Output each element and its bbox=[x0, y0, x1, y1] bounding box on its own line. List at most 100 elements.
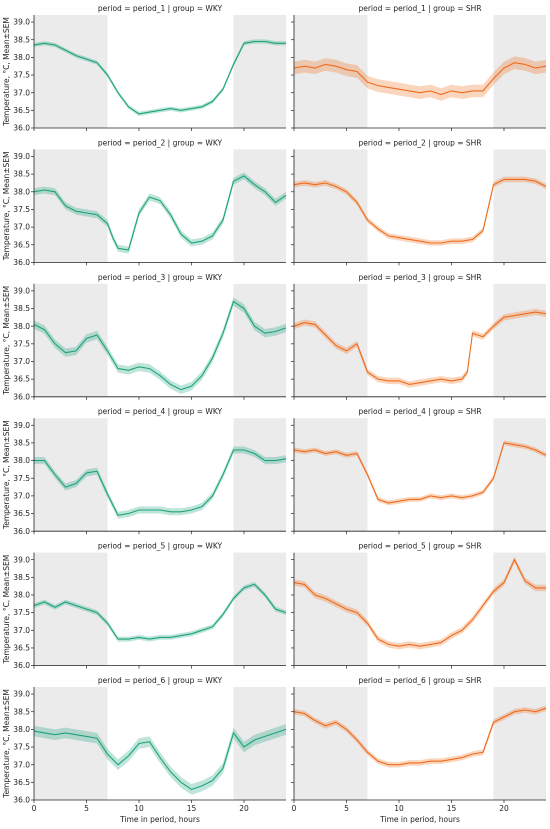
sem-band bbox=[34, 724, 286, 795]
panel-title: period = period_4 | group = WKY bbox=[98, 407, 223, 416]
panel-title: period = period_1 | group = WKY bbox=[98, 4, 223, 13]
y-tick-label: 36.5 bbox=[13, 644, 30, 653]
x-tick-label: 10 bbox=[134, 804, 144, 813]
panel-title: period = period_5 | group = WKY bbox=[98, 542, 223, 551]
mean-line bbox=[293, 442, 547, 504]
panel-title: period = period_5 | group = SHR bbox=[358, 542, 481, 551]
panel-title: period = period_3 | group = WKY bbox=[98, 273, 223, 282]
facet-panel-3: 36.0 36.5 37.0 37.5 38.0 38.5 39.0 period = per… bbox=[2, 138, 287, 267]
y-tick-label: 36.0 bbox=[13, 392, 30, 401]
panel-title: period = period_2 | group = SHR bbox=[358, 138, 481, 147]
y-tick-label: 37.0 bbox=[13, 223, 30, 232]
y-tick-label: 39.0 bbox=[13, 286, 30, 295]
mean-line bbox=[34, 449, 287, 516]
facet-panel-1: 36.0 36.5 37.0 37.5 38.0 38.5 39.0 period = per… bbox=[2, 4, 286, 133]
y-tick-label: 36.0 bbox=[13, 661, 30, 670]
sem-band bbox=[294, 56, 546, 101]
x-axis-label: Time in period, hours bbox=[119, 815, 200, 824]
y-tick-label: 39.0 bbox=[13, 152, 30, 161]
facet-panel-9: 36.0 36.5 37.0 37.5 38.0 38.5 39.0 period = per… bbox=[2, 542, 287, 670]
dark-phase-shade bbox=[294, 149, 368, 263]
x-tick-label: 20 bbox=[239, 804, 249, 813]
dark-phase-shade bbox=[233, 283, 286, 397]
dark-phase-shade bbox=[233, 552, 286, 666]
y-tick-label: 36.5 bbox=[13, 778, 30, 787]
y-tick-label: 38.0 bbox=[13, 322, 30, 331]
y-tick-label: 39.0 bbox=[13, 421, 30, 430]
facet-panel-5: 36.0 36.5 37.0 37.5 38.0 38.5 39.0 period = per… bbox=[2, 273, 287, 401]
dark-phase-shade bbox=[233, 418, 286, 532]
mean-line bbox=[293, 178, 547, 244]
dark-phase-shade bbox=[493, 15, 546, 128]
facet-panel-6: period = period_3 | group = SHR bbox=[291, 273, 547, 400]
dark-phase-shade bbox=[233, 687, 286, 800]
x-tick-label: 15 bbox=[447, 804, 457, 813]
y-tick-label: 38.0 bbox=[13, 456, 30, 465]
mean-line bbox=[293, 62, 547, 96]
dark-phase-shade bbox=[34, 552, 108, 666]
y-tick-label: 37.0 bbox=[13, 626, 30, 635]
y-tick-label: 37.5 bbox=[13, 608, 30, 617]
sem-band bbox=[34, 297, 286, 394]
y-tick-label: 36.5 bbox=[13, 375, 30, 384]
y-axis-label: Temperature, °C, Mean±SEM bbox=[2, 286, 11, 396]
y-tick-label: 36.0 bbox=[13, 796, 30, 805]
y-tick-label: 38.5 bbox=[13, 170, 30, 179]
x-tick-label: 20 bbox=[499, 804, 509, 813]
y-tick-label: 37.0 bbox=[13, 88, 30, 97]
facet-panel-10: period = period_5 | group = SHR bbox=[291, 542, 546, 669]
dark-phase-shade bbox=[493, 149, 546, 263]
facet-panel-8: period = period_4 | group = SHR bbox=[291, 407, 547, 535]
y-tick-label: 37.0 bbox=[13, 491, 30, 500]
sem-band bbox=[294, 308, 546, 388]
facet-panel-2: period = period_1 | group = SHR bbox=[291, 4, 547, 131]
y-tick-label: 39.0 bbox=[13, 555, 30, 564]
mean-line bbox=[293, 558, 546, 647]
mean-line bbox=[33, 175, 287, 251]
y-tick-label: 37.5 bbox=[13, 743, 30, 752]
dark-phase-shade bbox=[233, 149, 286, 263]
dark-phase-shade bbox=[493, 418, 546, 532]
y-axis-label: Temperature, °C, Mean±SEM bbox=[2, 152, 11, 262]
dark-phase-shade bbox=[493, 687, 546, 800]
facet-panel-12: 0 5 10 15 20 period = period_6 | group = SHR T… bbox=[291, 676, 547, 824]
x-tick-label: 0 bbox=[292, 804, 297, 813]
mean-line bbox=[293, 311, 547, 385]
dark-phase-shade bbox=[34, 283, 108, 397]
mean-line bbox=[33, 40, 286, 115]
dark-phase-shade bbox=[294, 418, 368, 532]
dark-phase-shade bbox=[294, 552, 368, 666]
dark-phase-shade bbox=[493, 283, 546, 397]
y-tick-label: 38.5 bbox=[13, 439, 30, 448]
mean-line bbox=[33, 728, 287, 791]
y-tick-label: 37.0 bbox=[13, 357, 30, 366]
panel-title: period = period_6 | group = SHR bbox=[358, 676, 481, 685]
facet-panel-7: 36.0 36.5 37.0 37.5 38.0 38.5 39.0 period = per… bbox=[2, 407, 287, 536]
dark-phase-shade bbox=[233, 15, 286, 128]
y-axis-label: Temperature, °C, Mean±SEM bbox=[2, 420, 11, 530]
y-tick-label: 39.0 bbox=[13, 18, 30, 27]
y-tick-label: 37.5 bbox=[13, 339, 30, 348]
dark-phase-shade bbox=[34, 149, 108, 263]
dark-phase-shade bbox=[294, 687, 368, 800]
y-tick-label: 37.5 bbox=[13, 205, 30, 214]
y-tick-label: 36.5 bbox=[13, 240, 30, 249]
mean-line bbox=[293, 707, 547, 766]
panel-title: period = period_6 | group = WKY bbox=[98, 676, 223, 685]
panel-title: period = period_1 | group = SHR bbox=[358, 4, 481, 13]
x-tick-label: 5 bbox=[344, 804, 349, 813]
y-tick-label: 39.0 bbox=[13, 690, 30, 699]
y-tick-label: 37.5 bbox=[13, 71, 30, 80]
mean-line bbox=[33, 583, 287, 640]
facet-panel-11: 36.0 36.5 37.0 37.5 38.0 38.5 39.0 0 5 10 15 20 peri… bbox=[2, 676, 287, 824]
dark-phase-shade bbox=[34, 418, 108, 532]
y-tick-label: 38.0 bbox=[13, 53, 30, 62]
mean-line bbox=[33, 300, 287, 391]
y-tick-label: 37.5 bbox=[13, 474, 30, 483]
x-tick-label: 0 bbox=[32, 804, 37, 813]
panel-title: period = period_4 | group = SHR bbox=[358, 407, 481, 416]
y-axis-label: Temperature, °C, Mean±SEM bbox=[2, 17, 11, 127]
y-tick-label: 38.5 bbox=[13, 35, 30, 44]
y-tick-label: 38.0 bbox=[13, 187, 30, 196]
